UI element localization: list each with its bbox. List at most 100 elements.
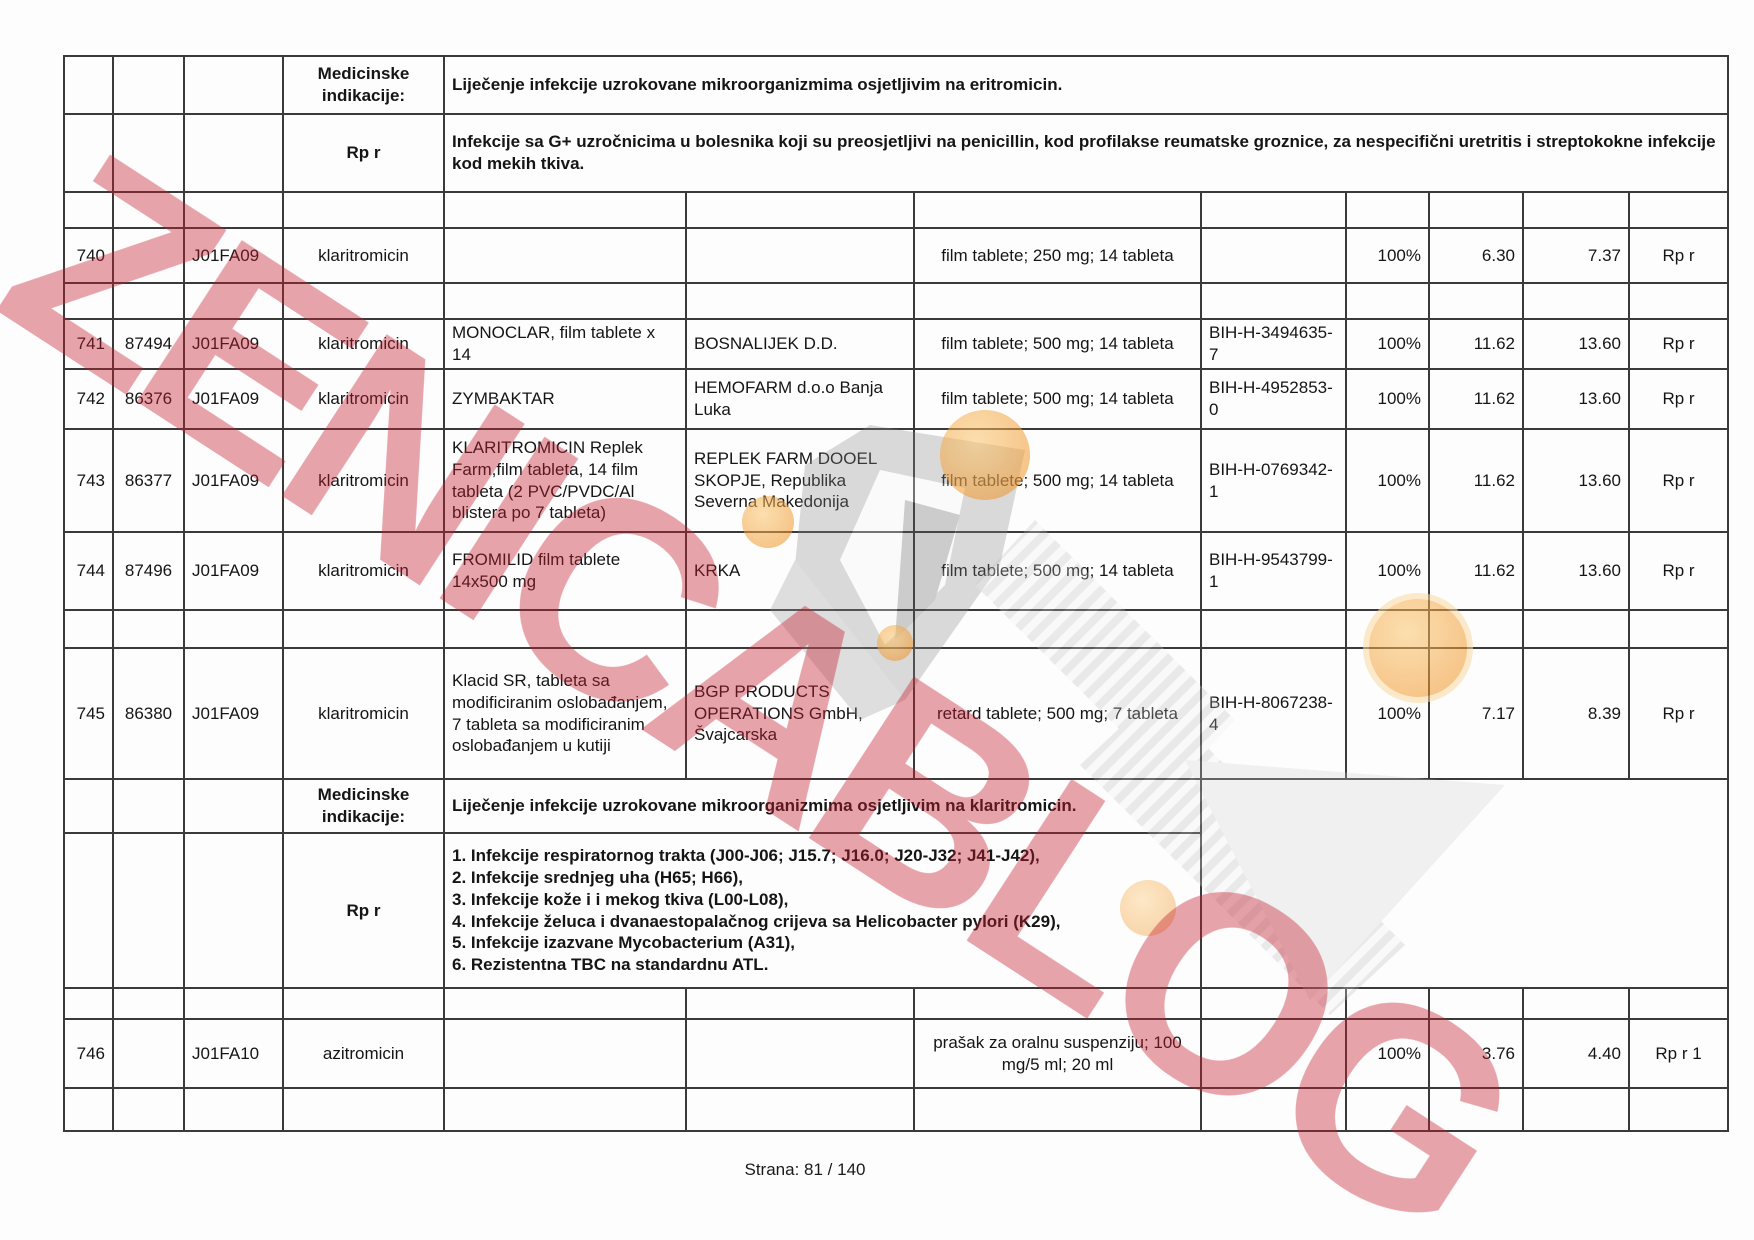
page-number: Strana: 81 / 140	[744, 1160, 866, 1179]
empty-cell	[1345, 191, 1430, 229]
cell-rp: Rp r	[1627, 428, 1730, 533]
cell-reg-number: BIH-H-9543799-1	[1200, 531, 1347, 611]
cell-rp: Rp r	[1627, 647, 1730, 780]
empty-cell	[1428, 1087, 1524, 1132]
indication-text: Liječenje infekcije uzrokovane mikroorga…	[442, 55, 1730, 115]
cell-percent: 100%	[1345, 227, 1430, 284]
cell-percent: 100%	[1345, 428, 1430, 533]
empty-cell	[63, 113, 114, 193]
rp-list-item: 6. Rezistentna TBC na standardnu ATL.	[452, 955, 769, 974]
cell-row-number: 744	[63, 531, 114, 611]
empty-cell	[685, 191, 915, 229]
empty-cell	[112, 55, 185, 115]
indication-rp-row: Rp r Infekcije sa G+ uzročnicima u boles…	[63, 113, 1730, 193]
cell-inn: klaritromicin	[282, 428, 445, 533]
cell-product	[443, 227, 687, 284]
cell-price-2: 8.39	[1522, 647, 1630, 780]
cell-price-1: 6.30	[1428, 227, 1524, 284]
cell-atc: J01FA09	[183, 368, 284, 430]
empty-cell	[112, 282, 185, 320]
empty-cell	[1345, 987, 1430, 1020]
empty-cell	[183, 55, 284, 115]
cell-inn: klaritromicin	[282, 647, 445, 780]
empty-cell	[685, 987, 915, 1020]
cell-inn: klaritromicin	[282, 531, 445, 611]
cell-manufacturer	[685, 1018, 915, 1089]
empty-cell	[913, 987, 1202, 1020]
cell-price-1: 11.62	[1428, 428, 1524, 533]
cell-inn: klaritromicin	[282, 368, 445, 430]
empty-cell	[443, 987, 687, 1020]
empty-cell	[63, 832, 114, 989]
cell-reg-number: BIH-H-4952853-0	[1200, 368, 1347, 430]
cell-product: FROMILID film tablete 14x500 mg	[443, 531, 687, 611]
empty-cell	[282, 987, 445, 1020]
empty-cell	[63, 609, 114, 649]
cell-row-number: 741	[63, 318, 114, 370]
rp-list-item: 4. Infekcije želuca i dvanaestopalačnog …	[452, 911, 1061, 931]
cell-product: MONOCLAR, film tablete x 14	[443, 318, 687, 370]
cell-manufacturer: HEMOFARM d.o.o Banja Luka	[685, 368, 915, 430]
cell-price-2: 7.37	[1522, 227, 1630, 284]
cell-row-number: 743	[63, 428, 114, 533]
cell-atc: J01FA09	[183, 227, 284, 284]
empty-cell	[63, 1087, 114, 1132]
empty-cell	[1522, 987, 1630, 1020]
empty-cell	[112, 1087, 185, 1132]
cell-code: 86380	[112, 647, 185, 780]
price-list-table: Medicinske indikacije: Liječenje infekci…	[63, 55, 1730, 1132]
empty-cell	[112, 113, 185, 193]
empty-cell	[183, 609, 284, 649]
cell-atc: J01FA09	[183, 318, 284, 370]
cell-price-1: 11.62	[1428, 531, 1524, 611]
cell-price-1: 7.17	[1428, 647, 1524, 780]
cell-form: film tablete; 500 mg; 14 tableta	[913, 368, 1202, 430]
cell-manufacturer: BGP PRODUCTS OPERATIONS GmbH, Švajcarska	[685, 647, 915, 780]
empty-cell	[685, 282, 915, 320]
cell-form: retard tablete; 500 mg; 7 tableta	[913, 647, 1202, 780]
empty-cell	[1200, 609, 1347, 649]
cell-row-number: 745	[63, 647, 114, 780]
empty-cell	[1522, 282, 1630, 320]
cell-rp: Rp r	[1627, 318, 1730, 370]
empty-cell	[63, 987, 114, 1020]
empty-cell	[63, 55, 114, 115]
cell-percent: 100%	[1345, 1018, 1430, 1089]
indication-header-row: Medicinske indikacije: Liječenje infekci…	[63, 778, 1730, 989]
empty-cell	[443, 282, 687, 320]
cell-atc: J01FA10	[183, 1018, 284, 1089]
table-row: 740 J01FA09 klaritromicin film tablete; …	[63, 227, 1730, 284]
empty-cell	[112, 987, 185, 1020]
empty-cell	[1522, 191, 1630, 229]
cell-atc: J01FA09	[183, 647, 284, 780]
cell-inn: azitromicin	[282, 1018, 445, 1089]
cell-row-number: 746	[63, 1018, 114, 1089]
indication-label: Medicinske indikacije:	[282, 55, 445, 115]
empty-cell	[112, 832, 185, 989]
cell-price-2: 13.60	[1522, 318, 1630, 370]
empty-cell	[112, 609, 185, 649]
empty-cell	[183, 987, 284, 1020]
empty-cell	[443, 191, 687, 229]
cell-reg-number: BIH-H-8067238-4	[1200, 647, 1347, 780]
cell-row-number: 740	[63, 227, 114, 284]
cell-percent: 100%	[1345, 531, 1430, 611]
cell-code: 86377	[112, 428, 185, 533]
cell-product: ZYMBAKTAR	[443, 368, 687, 430]
cell-price-2: 4.40	[1522, 1018, 1630, 1089]
cell-rp: Rp r 1	[1627, 1018, 1730, 1089]
empty-cell	[282, 609, 445, 649]
empty-cell	[112, 191, 185, 229]
empty-cell	[1200, 191, 1347, 229]
cell-inn: klaritromicin	[282, 227, 445, 284]
cell-price-2: 13.60	[1522, 368, 1630, 430]
empty-cell	[1200, 987, 1347, 1020]
separator-row	[63, 609, 1730, 649]
empty-cell	[1627, 191, 1730, 229]
cell-rp: Rp r	[1627, 227, 1730, 284]
cell-rp: Rp r	[1627, 531, 1730, 611]
empty-cell	[183, 832, 284, 989]
cell-price-2: 13.60	[1522, 531, 1630, 611]
empty-cell	[1200, 1087, 1347, 1132]
